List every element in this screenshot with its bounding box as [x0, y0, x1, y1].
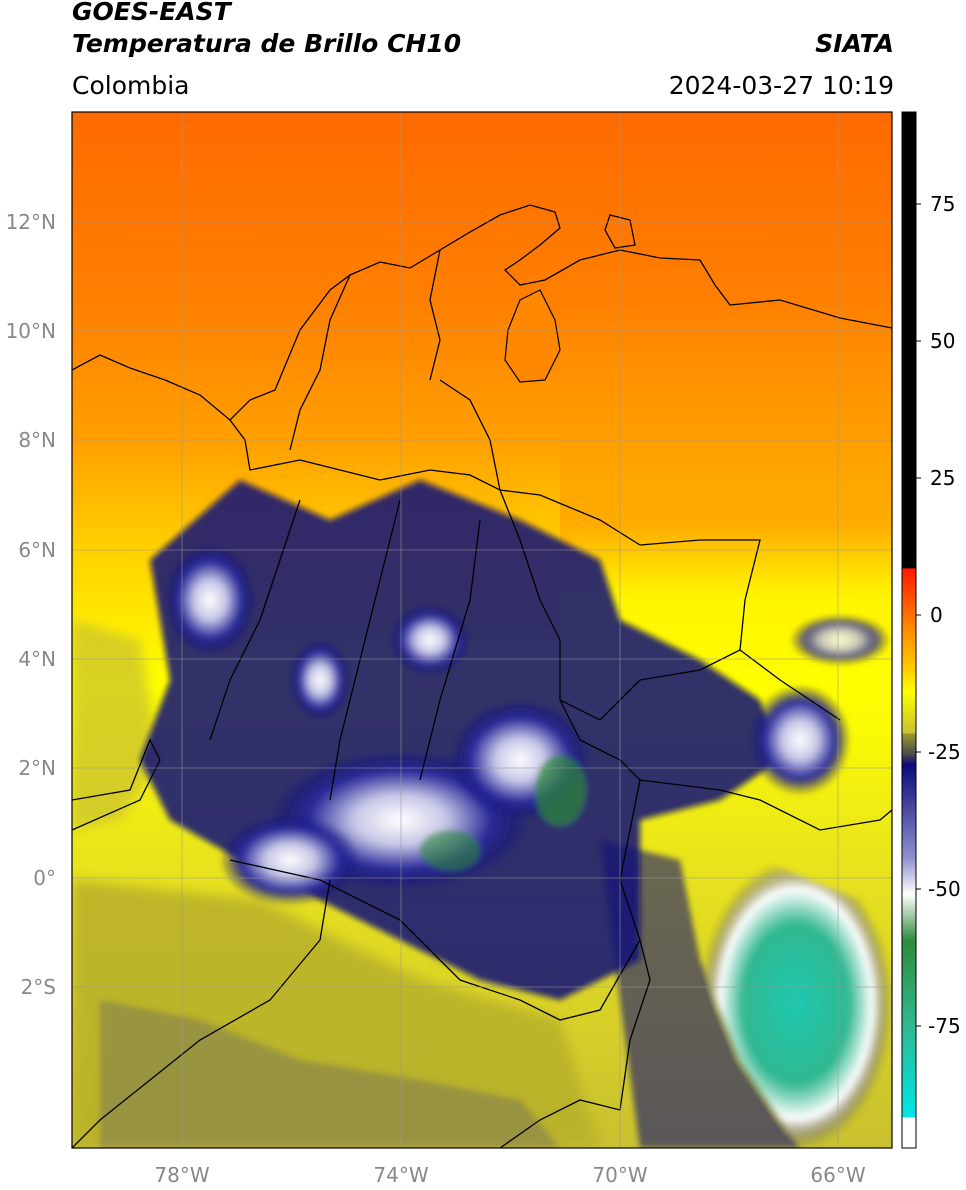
lon-label: 70°W: [592, 1163, 647, 1187]
satellite-title: GOES-EAST: [72, 0, 231, 26]
lat-label: 4°N: [18, 647, 56, 671]
lat-label: 0°: [33, 866, 56, 890]
latitude-labels: 12°N 10°N 8°N 6°N 4°N 2°N 0° 2°S: [6, 210, 56, 999]
colorbar-label: 50: [930, 329, 955, 353]
colorbar: [901, 111, 917, 1149]
lon-label: 78°W: [154, 1163, 209, 1187]
colorbar-label: -25: [928, 740, 961, 764]
lat-label: 2°S: [21, 975, 56, 999]
map-frame: [71, 111, 893, 1149]
lat-label: 10°N: [6, 319, 56, 343]
colorbar-label: 0: [930, 603, 943, 627]
organization-label: SIATA: [815, 29, 894, 58]
colorbar-label: -50: [928, 877, 961, 901]
graticule: [72, 112, 892, 1148]
product-title: Temperatura de Brillo CH10: [72, 29, 462, 58]
country-borders: [72, 204, 892, 1148]
colorbar-ticks: 75 50 25 0 -25 -50 -75: [916, 192, 961, 1038]
colorbar-label: 75: [930, 192, 955, 216]
brightness-temperature-field: [72, 112, 892, 1148]
longitude-labels: 78°W 74°W 70°W 66°W: [154, 1163, 865, 1187]
lon-label: 74°W: [373, 1163, 428, 1187]
lat-label: 2°N: [18, 756, 56, 780]
region-label: Colombia: [72, 71, 190, 100]
colorbar-label: 25: [930, 466, 955, 490]
lat-label: 8°N: [18, 428, 56, 452]
lon-label: 66°W: [810, 1163, 865, 1187]
lat-label: 12°N: [6, 210, 56, 234]
timestamp-label: 2024-03-27 10:19: [668, 71, 894, 100]
colorbar-label: -75: [928, 1014, 961, 1038]
lat-label: 6°N: [18, 538, 56, 562]
